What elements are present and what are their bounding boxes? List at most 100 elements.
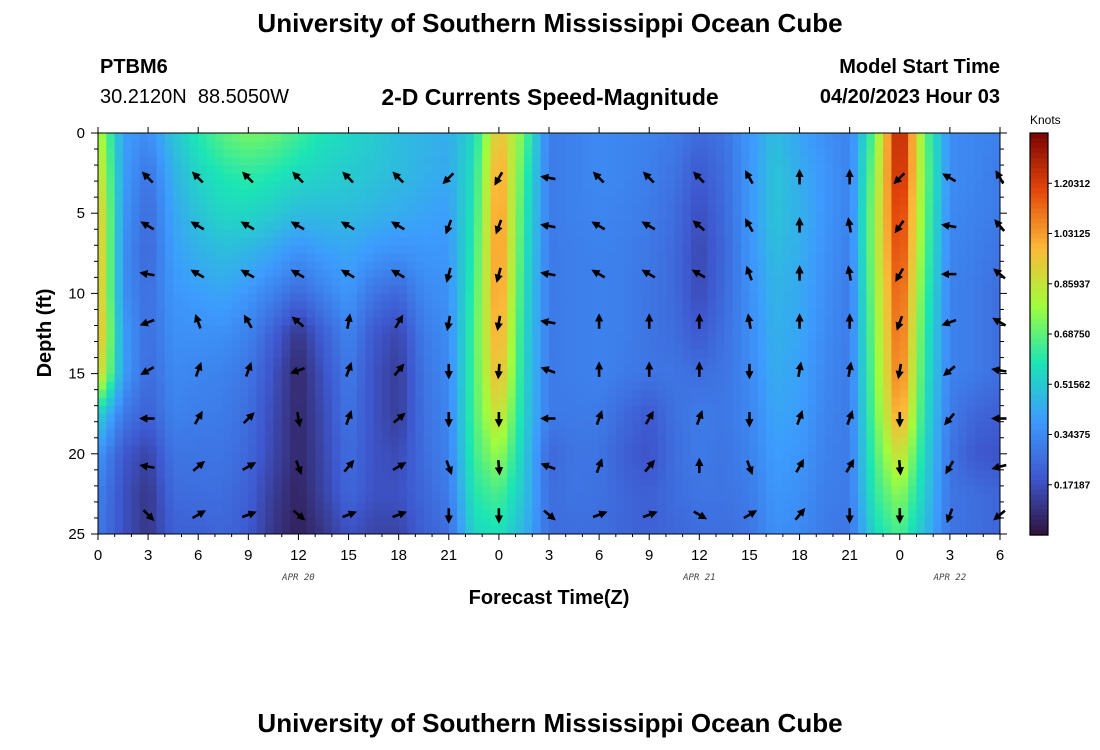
heatmap-cell (582, 349, 592, 359)
heatmap-cell (624, 237, 634, 246)
heatmap-cell (131, 501, 141, 511)
heatmap-cell (440, 261, 450, 270)
heatmap-cell (632, 349, 642, 359)
heatmap-cell (139, 437, 149, 447)
heatmap-cell (315, 373, 325, 383)
heatmap-cell (624, 437, 634, 447)
heatmap-cell (482, 461, 492, 471)
heatmap-cell (139, 149, 149, 158)
heatmap-cell (607, 349, 617, 359)
heatmap-cell (465, 485, 475, 495)
heatmap-cell (757, 477, 767, 487)
heatmap-cell (465, 325, 475, 335)
heatmap-cell (214, 485, 224, 495)
heatmap-cell (899, 373, 909, 383)
heatmap-cell (490, 205, 500, 214)
heatmap-cell (98, 349, 107, 359)
heatmap-cell (899, 317, 909, 327)
heatmap-cell (239, 213, 249, 222)
heatmap-cell (206, 133, 216, 142)
heatmap-cell (298, 373, 308, 383)
heatmap-cell (214, 333, 224, 343)
heatmap-cell (899, 453, 909, 463)
heatmap-cell (123, 245, 133, 254)
heatmap-cell (465, 357, 475, 367)
heatmap-cell (98, 397, 107, 407)
heatmap-cell (699, 429, 709, 439)
heatmap-cell (306, 293, 316, 303)
heatmap-cell (507, 141, 517, 150)
heatmap-cell (774, 189, 784, 198)
heatmap-cell (356, 333, 366, 343)
heatmap-cell (540, 453, 550, 463)
heatmap-cell (565, 213, 575, 222)
heatmap-cell (624, 301, 634, 311)
heatmap-cell (649, 189, 659, 198)
heatmap-cell (540, 405, 550, 415)
heatmap-cell (390, 189, 400, 198)
heatmap-cell (473, 365, 483, 375)
heatmap-cell (356, 485, 366, 495)
heatmap-cell (256, 445, 266, 455)
heatmap-cell (724, 477, 734, 487)
heatmap-cell (148, 301, 158, 311)
heatmap-cell (98, 365, 107, 375)
heatmap-cell (665, 333, 675, 343)
heatmap-cell (732, 149, 742, 158)
heatmap-cell (465, 245, 475, 254)
heatmap-cell (173, 477, 183, 487)
heatmap-cell (908, 461, 918, 471)
heatmap-cell (599, 237, 609, 246)
heatmap-cell (356, 197, 366, 206)
heatmap-cell (766, 405, 776, 415)
heatmap-cell (983, 349, 993, 359)
heatmap-cell (340, 189, 350, 198)
heatmap-cell (849, 317, 859, 327)
heatmap-cell (440, 349, 450, 359)
heatmap-cell (181, 325, 191, 335)
heatmap-cell (290, 405, 300, 415)
heatmap-cell (206, 245, 216, 254)
heatmap-cell (398, 173, 408, 182)
heatmap-cell (741, 397, 751, 407)
heatmap-cell (607, 141, 617, 150)
heatmap-cell (891, 301, 901, 311)
heatmap-cell (649, 325, 659, 335)
heatmap-cell (916, 189, 926, 198)
heatmap-cell (607, 461, 617, 471)
heatmap-cell (540, 277, 550, 286)
heatmap-cell (457, 197, 467, 206)
heatmap-cell (557, 237, 567, 246)
heatmap-cell (849, 453, 859, 463)
heatmap-cell (682, 309, 692, 319)
heatmap-cell (407, 485, 416, 495)
heatmap-cell (381, 493, 391, 503)
heatmap-cell (649, 205, 659, 214)
heatmap-cell (248, 173, 258, 182)
heatmap-cell (766, 365, 776, 375)
heatmap-cell (415, 141, 425, 150)
heatmap-cell (273, 157, 283, 166)
heatmap-cell (465, 437, 475, 447)
heatmap-cell (908, 261, 918, 270)
heatmap-cell (958, 469, 968, 479)
heatmap-cell (214, 213, 224, 222)
heatmap-cell (549, 477, 558, 487)
heatmap-cell (615, 477, 625, 487)
heatmap-cell (148, 469, 158, 479)
heatmap-cell (507, 413, 517, 423)
heatmap-cell (732, 285, 742, 294)
heatmap-cell (899, 405, 909, 415)
heatmap-cell (173, 197, 183, 206)
heatmap-cell (123, 277, 133, 286)
heatmap-cell (532, 269, 542, 278)
heatmap-cell (532, 229, 542, 238)
heatmap-cell (181, 165, 191, 174)
heatmap-cell (523, 285, 533, 294)
heatmap-cell (515, 165, 525, 174)
heatmap-cell (883, 469, 893, 479)
heatmap-cell (832, 397, 842, 407)
heatmap-cell (390, 277, 400, 286)
heatmap-cell (841, 413, 851, 423)
heatmap-cell (799, 181, 809, 190)
